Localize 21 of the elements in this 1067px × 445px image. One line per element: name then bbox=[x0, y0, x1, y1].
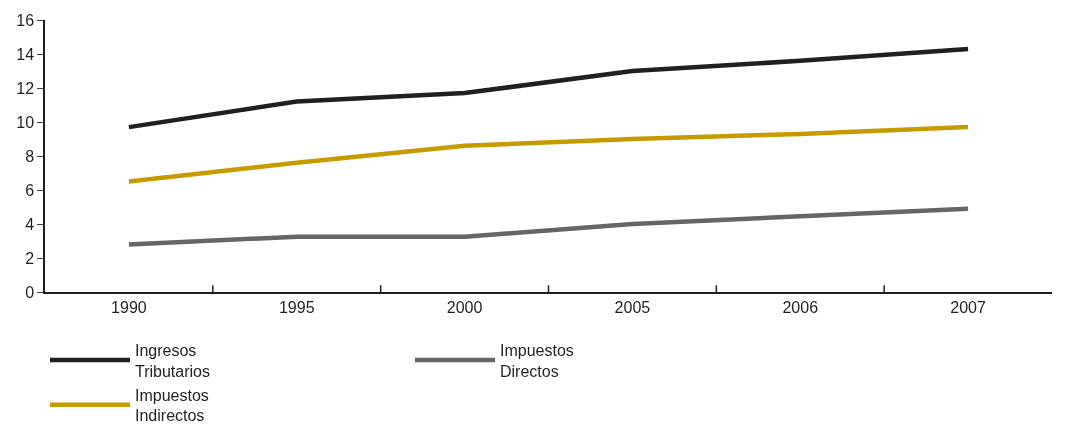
x-tick-label: 2006 bbox=[782, 298, 819, 316]
x-tick-label: 2005 bbox=[614, 298, 651, 316]
line-series bbox=[126, 46, 971, 130]
y-tick-label: 6 bbox=[25, 181, 35, 199]
legend-label: Impuestos Indirectos bbox=[135, 386, 209, 425]
x-tick-label: 1990 bbox=[111, 298, 147, 316]
y-tick-label: 12 bbox=[16, 79, 35, 97]
y-tick-label: 8 bbox=[25, 147, 35, 165]
legend-label: Impuestos Directos bbox=[500, 341, 574, 380]
y-tick-label: 0 bbox=[25, 283, 35, 301]
legend-label: Ingresos Tributarios bbox=[135, 341, 210, 380]
x-tick-label: 2000 bbox=[446, 298, 483, 316]
x-tick-label: 2007 bbox=[950, 298, 986, 316]
y-tick-label: 16 bbox=[16, 11, 35, 29]
y-tick-label: 4 bbox=[25, 215, 35, 233]
line-series bbox=[126, 206, 971, 247]
y-tick-label: 10 bbox=[16, 113, 35, 131]
y-tick-label: 14 bbox=[16, 45, 35, 63]
x-tick-label: 1995 bbox=[278, 298, 315, 316]
line-series bbox=[126, 124, 971, 184]
y-tick-label: 2 bbox=[25, 249, 35, 267]
